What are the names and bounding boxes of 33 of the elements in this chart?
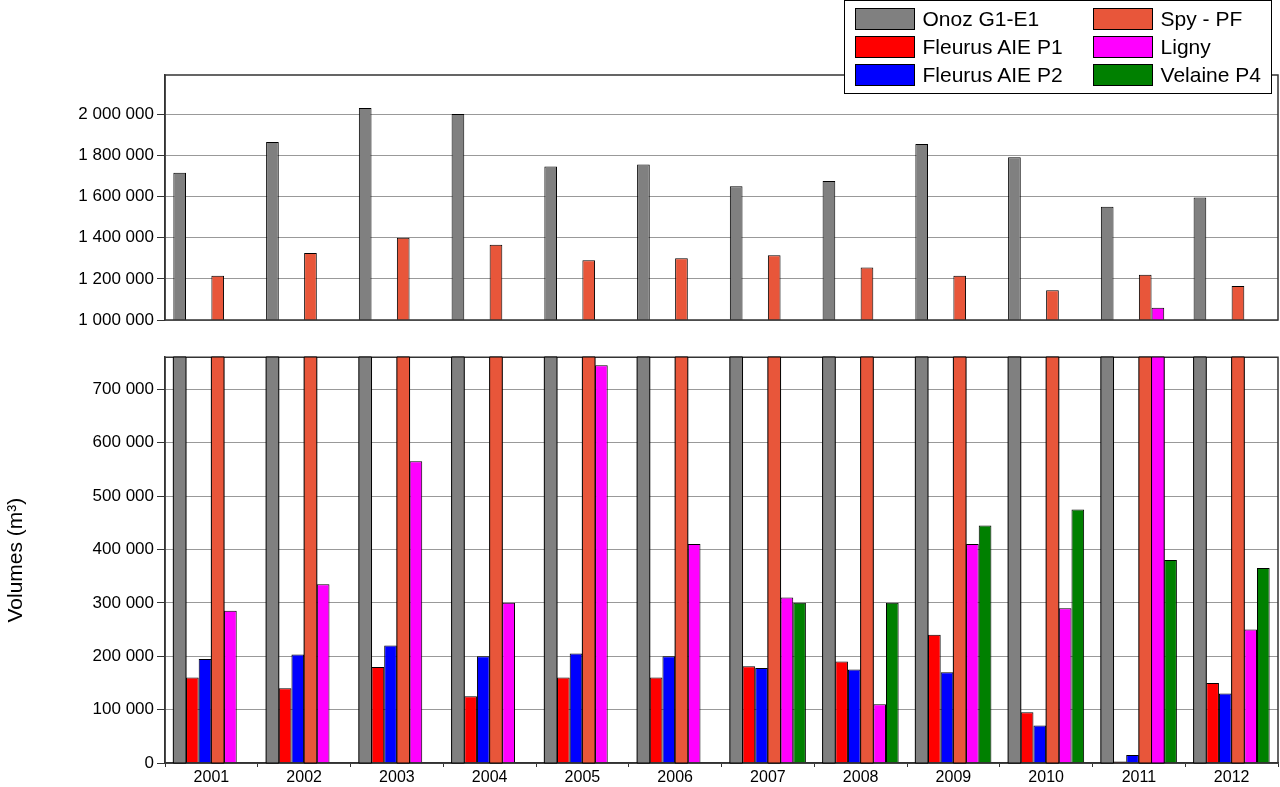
legend-label: Fleurus AIE P1 (922, 35, 1063, 59)
x-tick-label: 2002 (286, 768, 323, 786)
y-tick-label: 1 600 000 (78, 186, 154, 206)
x-tick-label: 2001 (193, 768, 230, 786)
y-tick-label: 2 000 000 (78, 103, 154, 123)
y-tick-label: 200 000 (92, 645, 154, 665)
y-tick-label: 1 200 000 (78, 268, 154, 288)
x-tick-label: 2006 (657, 768, 694, 786)
x-tick-label: 2008 (842, 768, 879, 786)
y-tick-label: 400 000 (92, 539, 154, 559)
y-tick-label: 1 000 000 (78, 309, 154, 329)
legend-label: Fleurus AIE P2 (922, 63, 1063, 87)
x-tick-label: 2012 (1213, 768, 1250, 786)
y-tick-label: 1 800 000 (78, 144, 154, 164)
x-tick-label: 2010 (1028, 768, 1065, 786)
legend-label: Ligny (1160, 35, 1211, 59)
y-axis-title: Volumes (m³) (3, 497, 27, 623)
x-tick-label: 2005 (564, 768, 601, 786)
legend-label: Onoz G1-E1 (922, 7, 1040, 31)
x-tick-label: 2007 (750, 768, 786, 786)
y-tick-label: 600 000 (92, 432, 154, 452)
y-tick-label: 300 000 (92, 592, 154, 612)
x-tick-label: 2003 (379, 768, 415, 786)
y-tick-label: 100 000 (92, 699, 154, 719)
legend-label: Spy - PF (1160, 7, 1243, 31)
y-tick-label: 500 000 (92, 485, 154, 505)
x-tick-label: 2011 (1121, 768, 1157, 786)
legend-label: Velaine P4 (1160, 63, 1261, 87)
x-tick-label: 2009 (935, 768, 972, 786)
y-tick-label: 700 000 (92, 378, 154, 398)
y-tick-label: 0 (144, 752, 154, 772)
y-tick-label: 1 400 000 (78, 227, 154, 247)
x-tick-label: 2004 (471, 768, 508, 786)
